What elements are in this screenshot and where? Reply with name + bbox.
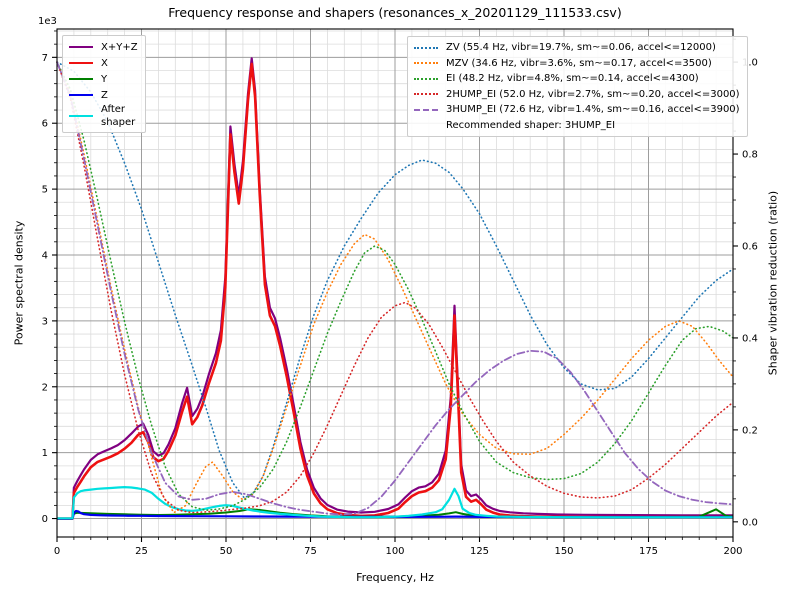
series-x-y-z [57, 57, 734, 520]
x-tick-label: 0 [54, 546, 60, 557]
legend-item: ZV (55.4 Hz, vibr=19.7%, sm~=0.06, accel… [414, 40, 740, 56]
legend-psd: X+Y+Z X Y Z After shaper [62, 35, 146, 133]
series-zv [56, 61, 734, 499]
series-z [57, 509, 733, 520]
y-axis-left-label: Power spectral density [12, 220, 26, 346]
legend-line-swatch [414, 62, 438, 65]
legend-line-swatch [69, 46, 93, 48]
legend-item: X [69, 55, 138, 71]
y-right-tick-label: 0.0 [742, 517, 758, 528]
legend-line-swatch [414, 46, 438, 49]
series-ei [56, 61, 734, 512]
x-axis-label: Frequency, Hz [356, 571, 434, 584]
legend-recommended-shaper: Recommended shaper: 3HUMP_EI [446, 119, 616, 131]
legend-item: EI (48.2 Hz, vibr=4.8%, sm~=0.14, accel<… [414, 71, 740, 87]
x-tick-label: 200 [723, 546, 742, 557]
y-right-tick-label: 0.8 [742, 150, 758, 161]
chart-title: Frequency response and shapers (resonanc… [168, 5, 622, 20]
y-left-tick-label: 2 [42, 382, 48, 393]
x-tick-label: 100 [385, 546, 404, 557]
y-left-tick-label: 0 [42, 514, 48, 525]
legend-line-swatch [69, 78, 93, 80]
y-axis-offset-label: 1e3 [38, 16, 57, 27]
y-left-tick-label: 4 [42, 250, 48, 261]
legend-item-label: X+Y+Z [101, 41, 138, 53]
y-right-tick-label: 0.4 [742, 333, 758, 344]
x-tick-label: 50 [220, 546, 233, 557]
x-tick-label: 75 [304, 546, 317, 557]
legend-item-label: 3HUMP_EI (72.6 Hz, vibr=1.4%, sm~=0.16, … [446, 104, 740, 116]
series-3hump-ei [56, 61, 734, 516]
series-2hump-ei [56, 61, 734, 514]
legend-line-swatch [414, 108, 438, 111]
legend-item-label: Z [101, 89, 108, 101]
legend-shapers: ZV (55.4 Hz, vibr=19.7%, sm~=0.06, accel… [407, 36, 748, 137]
legend-item-label: MZV (34.6 Hz, vibr=3.6%, sm~=0.17, accel… [446, 57, 712, 69]
legend-item: 2HUMP_EI (52.0 Hz, vibr=2.7%, sm~=0.20, … [414, 87, 740, 103]
y-left-tick-label: 5 [42, 185, 48, 196]
legend-item: Z [69, 87, 138, 103]
axis-ticks [52, 30, 738, 542]
legend-item: After shaper [69, 103, 138, 129]
legend-item-label: After shaper [101, 104, 136, 128]
series-after-shaper [57, 486, 733, 520]
y-axis-right-label: Shaper vibration reduction (ratio) [766, 190, 780, 376]
legend-line-swatch [69, 94, 93, 96]
shaper-series [56, 61, 734, 516]
legend-line-swatch [69, 115, 93, 117]
legend-line-swatch [414, 93, 438, 96]
y-right-tick-label: 0.6 [742, 241, 758, 252]
y-left-tick-label: 6 [42, 119, 48, 130]
y-left-tick-label: 7 [42, 53, 48, 64]
series-x [57, 62, 734, 520]
legend-item-label: EI (48.2 Hz, vibr=4.8%, sm~=0.14, accel<… [446, 73, 699, 85]
legend-item: X+Y+Z [69, 39, 138, 55]
y-left-tick-label: 1 [42, 448, 48, 459]
psd-series [57, 57, 734, 520]
x-tick-label: 150 [554, 546, 573, 557]
y-right-tick-label: 0.2 [742, 425, 758, 436]
legend-item-label: 2HUMP_EI (52.0 Hz, vibr=2.7%, sm~=0.20, … [446, 88, 740, 100]
x-tick-label: 25 [135, 546, 148, 557]
legend-item: 3HUMP_EI (72.6 Hz, vibr=1.4%, sm~=0.16, … [414, 102, 740, 118]
x-tick-label: 125 [470, 546, 489, 557]
y-left-tick-label: 3 [42, 316, 48, 327]
axis-tick-labels: 0 25 50 75 100 125 150 175 200 0 1 2 3 4 5 6 7 0.0 0.2 0.4 0… [42, 53, 758, 557]
legend-line-swatch [69, 62, 93, 64]
legend-item: Y [69, 71, 138, 87]
legend-item-label: ZV (55.4 Hz, vibr=19.7%, sm~=0.06, accel… [446, 42, 716, 54]
legend-item: MZV (34.6 Hz, vibr=3.6%, sm~=0.17, accel… [414, 56, 740, 72]
x-tick-label: 175 [639, 546, 658, 557]
legend-item-label: Y [101, 73, 108, 85]
legend-item-label: X [101, 57, 108, 69]
y-right-tick-label: 1.0 [742, 58, 758, 69]
legend-line-swatch [414, 77, 438, 80]
